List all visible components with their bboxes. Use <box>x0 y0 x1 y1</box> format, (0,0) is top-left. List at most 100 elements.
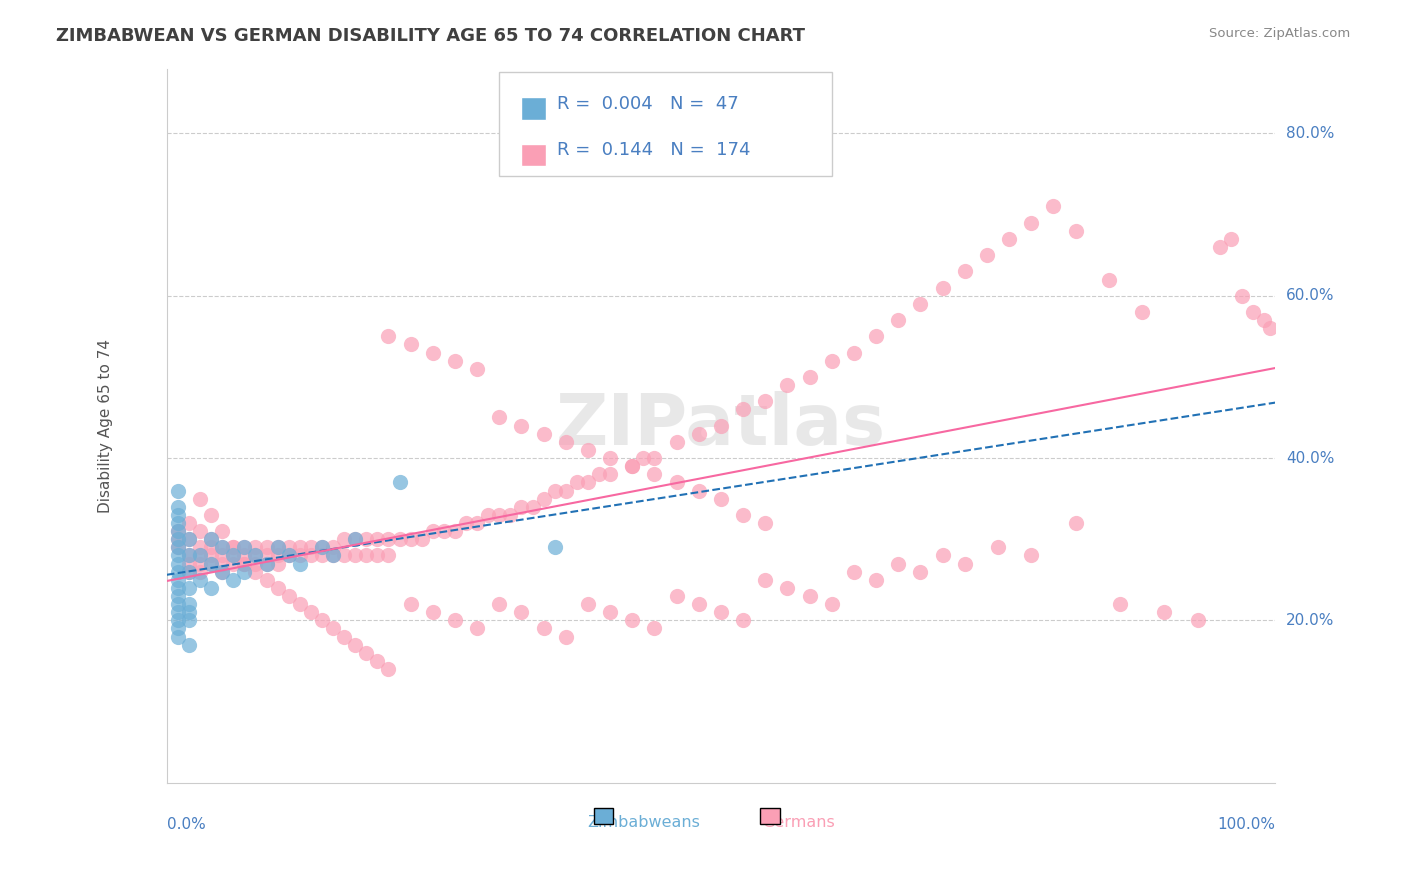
Point <box>433 524 456 538</box>
Point <box>621 459 644 474</box>
Point <box>388 475 411 490</box>
Point <box>177 549 200 563</box>
Point <box>688 483 710 498</box>
Point <box>167 483 190 498</box>
Point <box>167 630 190 644</box>
Point <box>842 345 865 359</box>
Point <box>554 630 576 644</box>
Point <box>188 565 211 579</box>
Point <box>211 541 233 555</box>
Point <box>277 549 299 563</box>
Point <box>200 541 222 555</box>
Point <box>245 557 267 571</box>
Text: 20.0%: 20.0% <box>1286 613 1334 628</box>
Point <box>710 418 733 433</box>
Point <box>643 451 665 466</box>
Point <box>1021 216 1043 230</box>
Point <box>465 516 488 530</box>
Text: Germans: Germans <box>762 814 835 830</box>
Point <box>167 524 190 538</box>
Point <box>510 605 533 619</box>
Point <box>177 638 200 652</box>
Point <box>621 459 644 474</box>
Point <box>366 654 388 668</box>
Point <box>454 516 477 530</box>
Point <box>167 557 190 571</box>
Point <box>399 533 422 547</box>
Point <box>188 549 211 563</box>
Point <box>233 549 256 563</box>
Point <box>322 541 344 555</box>
Point <box>465 361 488 376</box>
Point <box>633 451 655 466</box>
Text: 80.0%: 80.0% <box>1286 126 1334 141</box>
Point <box>188 541 211 555</box>
Point <box>288 597 311 611</box>
Point <box>821 353 844 368</box>
Point <box>167 541 190 555</box>
Point <box>465 622 488 636</box>
Point <box>245 549 267 563</box>
Point <box>366 549 388 563</box>
Point <box>211 549 233 563</box>
Point <box>499 508 522 522</box>
Point <box>233 557 256 571</box>
Point <box>444 524 467 538</box>
Point <box>510 500 533 514</box>
Point <box>1130 305 1153 319</box>
Point <box>799 589 821 603</box>
Point <box>366 533 388 547</box>
Point <box>200 581 222 595</box>
Point <box>167 508 190 522</box>
Point <box>344 533 367 547</box>
Point <box>388 533 411 547</box>
Point <box>1153 605 1175 619</box>
Point <box>177 565 200 579</box>
Point <box>200 557 222 571</box>
Point <box>266 549 288 563</box>
Point <box>211 557 233 571</box>
Point <box>188 557 211 571</box>
Point <box>311 613 333 627</box>
Point <box>931 549 953 563</box>
Point <box>233 541 256 555</box>
Point <box>211 541 233 555</box>
Point <box>887 313 910 327</box>
Point <box>256 549 278 563</box>
Point <box>399 337 422 351</box>
Point <box>643 467 665 482</box>
Text: R =  0.144   N =  174: R = 0.144 N = 174 <box>557 141 751 160</box>
Point <box>1042 199 1064 213</box>
Point <box>399 597 422 611</box>
Point <box>288 549 311 563</box>
Point <box>953 557 976 571</box>
Point <box>522 500 544 514</box>
Point <box>377 549 399 563</box>
Point <box>477 508 499 522</box>
Point <box>710 491 733 506</box>
Point <box>422 345 444 359</box>
Point <box>245 541 267 555</box>
Point <box>233 541 256 555</box>
Point <box>177 533 200 547</box>
Point <box>222 549 245 563</box>
Point <box>200 549 222 563</box>
Point <box>344 549 367 563</box>
Point <box>576 475 599 490</box>
Point <box>200 557 222 571</box>
Point <box>998 232 1021 246</box>
Point <box>222 541 245 555</box>
Point <box>277 549 299 563</box>
Point <box>799 370 821 384</box>
Point <box>167 581 190 595</box>
Point <box>533 491 555 506</box>
Point <box>299 541 322 555</box>
Text: 0.0%: 0.0% <box>167 817 205 832</box>
Point <box>1253 313 1275 327</box>
Point <box>211 565 233 579</box>
Point <box>377 329 399 343</box>
Point <box>356 646 378 660</box>
Point <box>1064 516 1087 530</box>
Point <box>299 605 322 619</box>
Point <box>167 549 190 563</box>
